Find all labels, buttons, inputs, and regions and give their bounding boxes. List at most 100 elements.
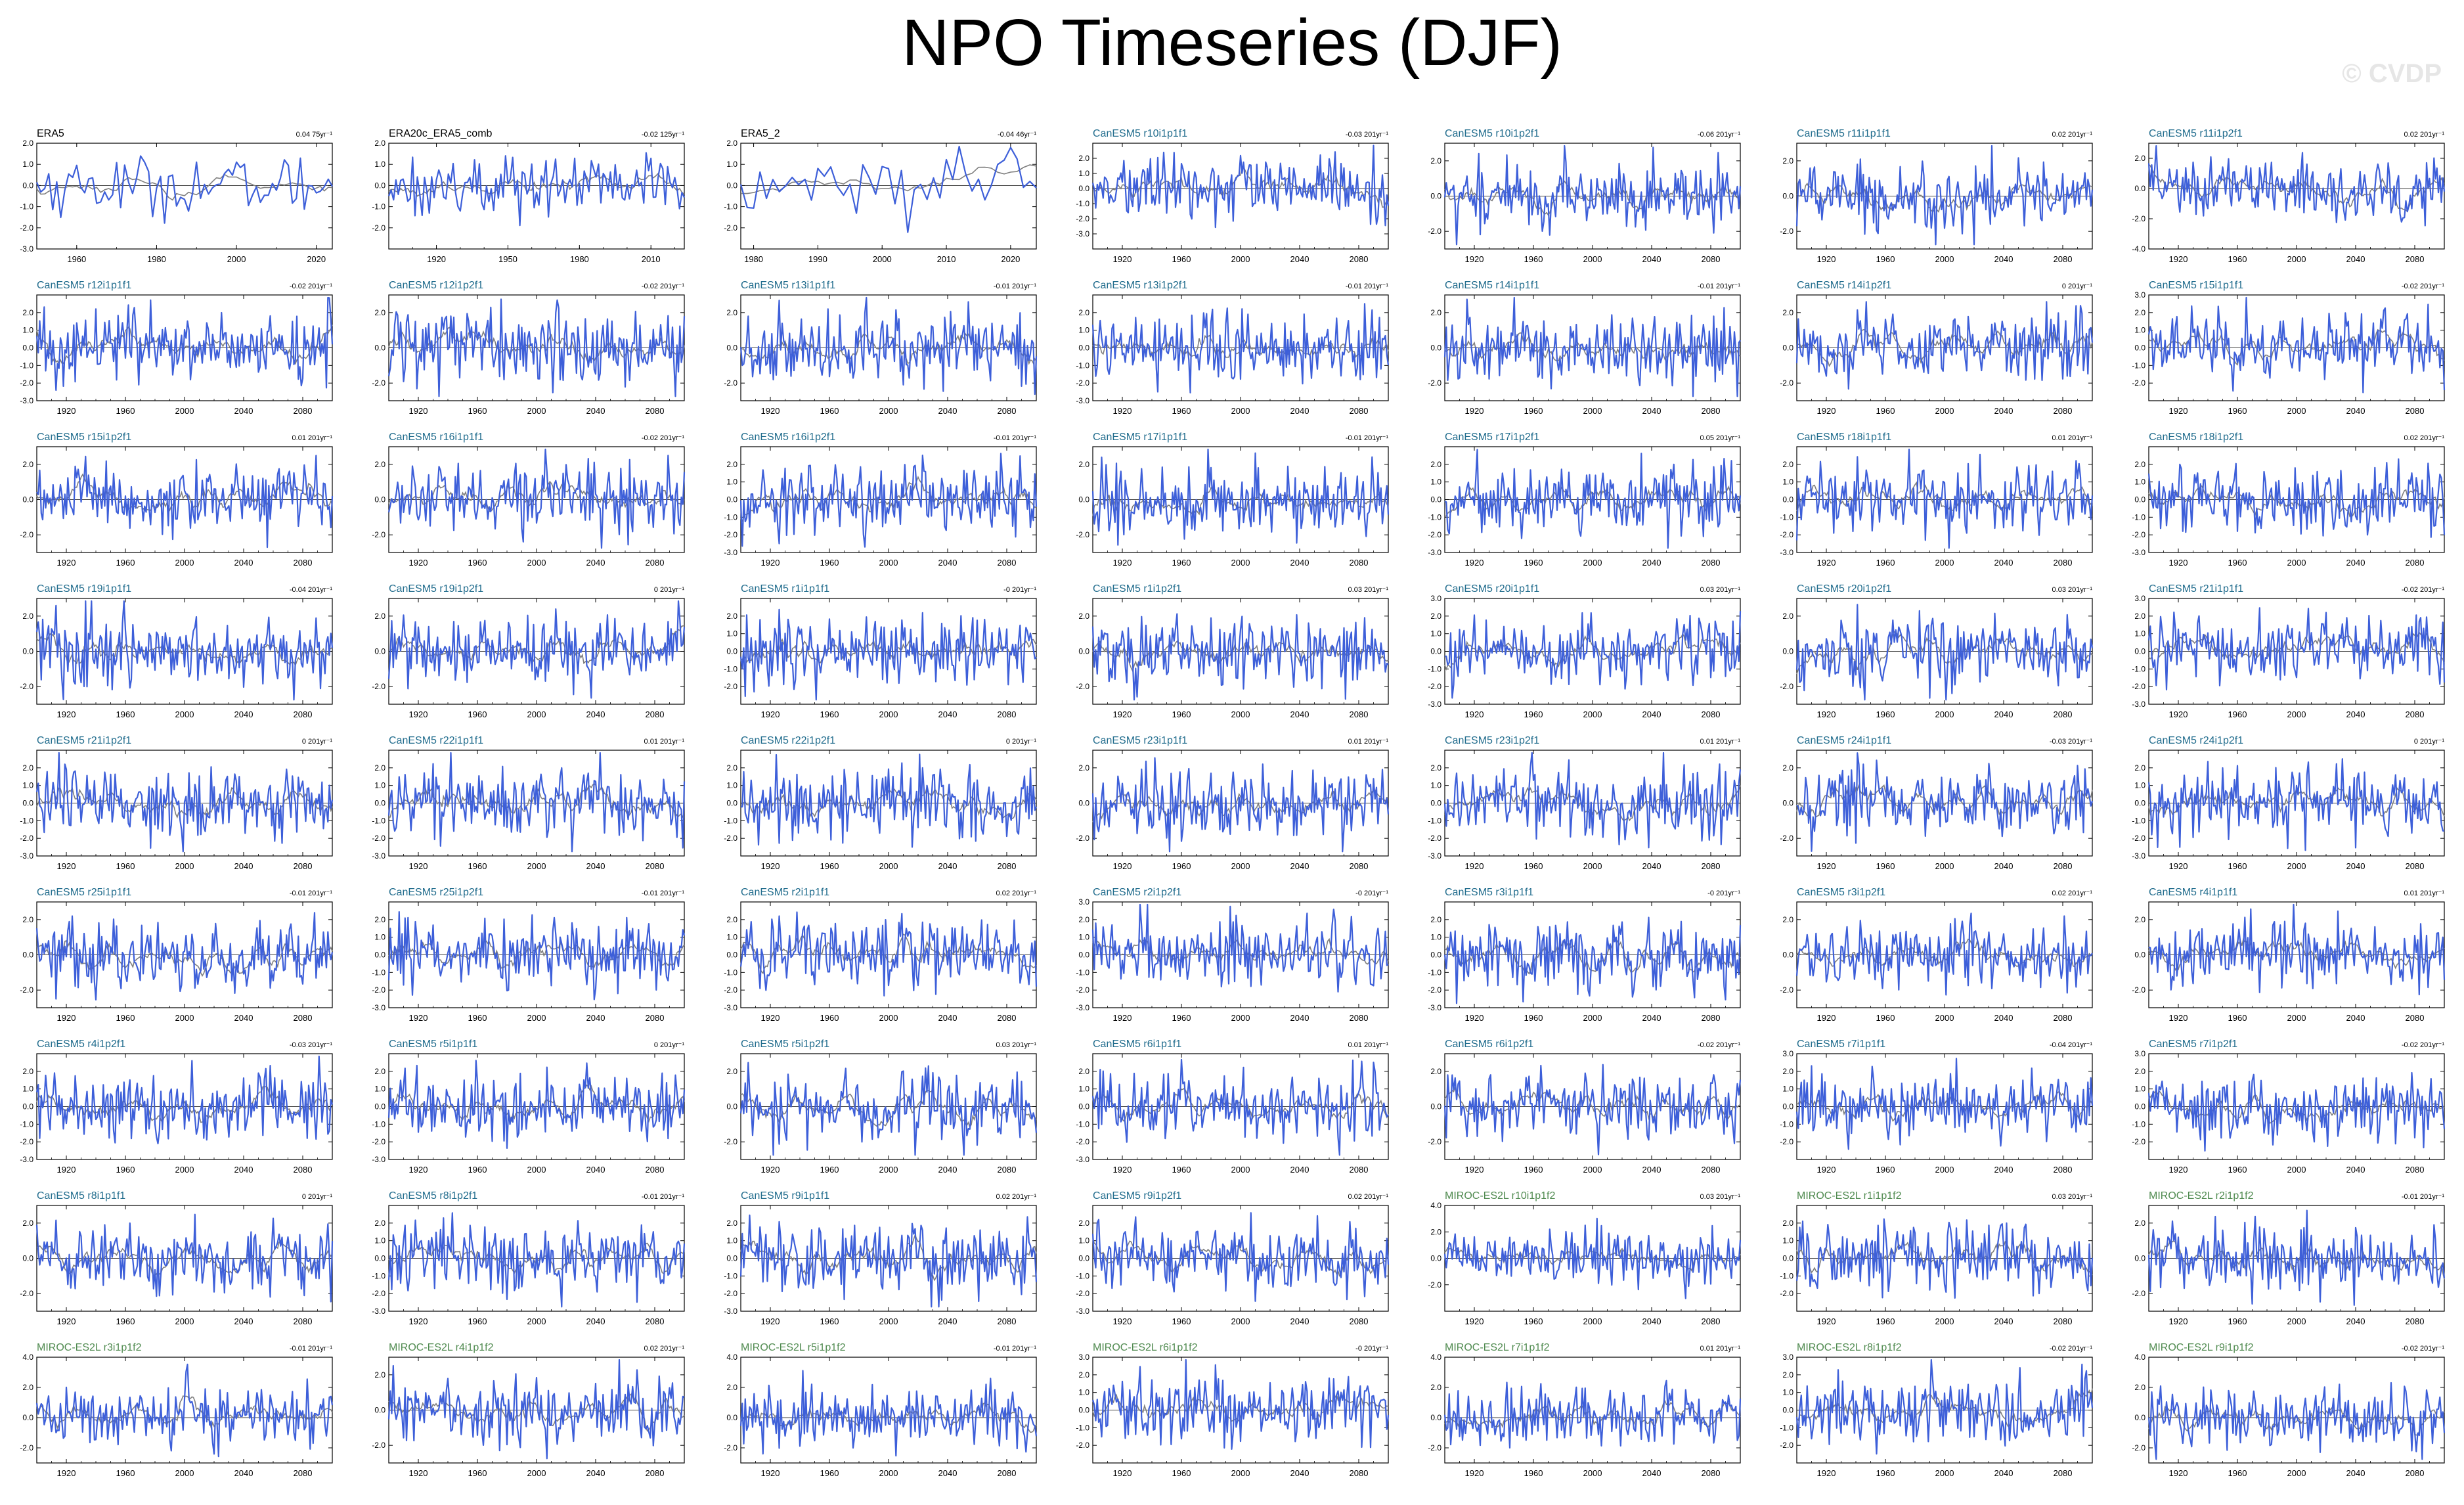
y-tick-label: -3.0 (1428, 548, 1441, 557)
x-tick-label: 2000 (1583, 861, 1602, 871)
trend-label: -0 201yr⁻¹ (1355, 889, 1388, 897)
x-tick-label: 1960 (1524, 861, 1543, 871)
x-tick-label: 1960 (1524, 1013, 1543, 1023)
y-tick-label: 2.0 (1430, 460, 1441, 469)
y-tick-label: 0.0 (1078, 344, 1089, 353)
panel-title: CanESM5 r13i1p1f1 (741, 280, 835, 291)
x-tick-label: 2080 (1350, 558, 1369, 568)
x-tick-label: 2080 (646, 1468, 665, 1478)
y-tick-label: 2.0 (1430, 308, 1441, 317)
y-tick-label: -3.0 (1076, 1307, 1089, 1316)
x-tick-label: 1920 (2169, 254, 2188, 264)
x-tick-label: 1920 (1113, 1316, 1132, 1326)
x-tick-label: 1960 (1172, 1165, 1191, 1175)
x-tick-label: 1920 (409, 1165, 428, 1175)
y-tick-label: 3.0 (2134, 594, 2145, 603)
timeseries-panel: CanESM5 r14i1p1f1 -0.01 201yr⁻¹ 2.0 0.0 -2.0… (1428, 280, 1741, 416)
y-tick-label: -3.0 (1428, 851, 1441, 861)
x-tick-label: 2040 (938, 1165, 957, 1175)
x-tick-label: 2000 (1583, 1468, 1602, 1478)
npo-series-line (739, 1062, 1038, 1156)
x-tick-label: 2040 (586, 1468, 605, 1478)
x-tick-label: 2080 (2054, 1165, 2073, 1175)
y-tick-label: 1.0 (22, 160, 33, 169)
y-tick-label: -2.0 (20, 1289, 33, 1298)
plot-frame (740, 143, 1037, 250)
timeseries-panel: CanESM5 r25i1p1f1 -0.01 201yr⁻¹ 2.0 0.0 -2.0… (20, 887, 334, 1023)
x-tick-label: 2000 (527, 709, 546, 719)
y-tick-label: -1.0 (2132, 816, 2145, 825)
npo-series-line (387, 1060, 686, 1149)
y-tick-label: 0.0 (2134, 1413, 2145, 1422)
x-tick-label: 1960 (820, 406, 839, 416)
x-tick-label: 2080 (1702, 1316, 1721, 1326)
y-tick-label: 0.0 (1430, 1254, 1441, 1263)
x-tick-label: 2080 (998, 709, 1017, 719)
x-tick-label: 2000 (527, 1468, 546, 1478)
npo-series-line (1795, 604, 2094, 701)
x-tick-label: 2040 (234, 406, 253, 416)
timeseries-panel: CanESM5 r13i1p1f1 -0.01 201yr⁻¹ 2.0 0.0 -2.0… (724, 280, 1038, 416)
npo-series-line (1795, 448, 2094, 549)
npo-series-line (387, 600, 686, 699)
npo-series-line (1091, 303, 1390, 393)
plot-frame (2148, 1357, 2445, 1464)
trend-label: -0.01 201yr⁻¹ (642, 1193, 684, 1201)
x-tick-label: 2080 (1350, 861, 1369, 871)
y-tick-label: 0.0 (1078, 495, 1089, 505)
y-tick-label: -2.0 (1780, 227, 1793, 236)
y-tick-label: 0.0 (1430, 344, 1441, 353)
x-tick-label: 1920 (409, 709, 428, 719)
x-tick-label: 2040 (938, 558, 957, 568)
npo-series-line (1091, 1359, 1390, 1450)
x-tick-label: 2040 (586, 861, 605, 871)
y-tick-label: -3.0 (20, 851, 33, 861)
y-tick-label: -3.0 (20, 1155, 33, 1164)
y-tick-label: 1.0 (22, 326, 33, 335)
y-tick-label: -2.0 (20, 1443, 33, 1452)
x-tick-label: 1960 (1876, 861, 1895, 871)
x-tick-label: 2000 (1935, 861, 1954, 871)
x-tick-label: 2040 (1994, 1013, 2013, 1023)
timeseries-panel: CanESM5 r16i1p1f1 -0.02 201yr⁻¹ 2.0 0.0 -2.0… (372, 432, 686, 568)
x-tick-label: 2080 (1702, 254, 1721, 264)
y-tick-label: -2.0 (1428, 682, 1441, 691)
trend-label: -0.01 201yr⁻¹ (994, 1345, 1036, 1353)
x-tick-label: 1960 (1524, 1468, 1543, 1478)
x-tick-label: 2040 (586, 709, 605, 719)
y-tick-label: 0.0 (22, 1102, 33, 1112)
trend-label: 0.02 201yr⁻¹ (2052, 131, 2093, 139)
x-tick-label: 2080 (998, 861, 1017, 871)
x-tick-label: 2020 (307, 254, 326, 264)
npo-series-line (35, 296, 334, 392)
y-tick-label: -1.0 (724, 512, 737, 522)
panel-title: CanESM5 r14i1p1f1 (1445, 280, 1539, 291)
y-tick-label: 2.0 (1078, 1370, 1089, 1380)
y-tick-label: 1.0 (374, 160, 385, 169)
npo-series-line (1443, 1064, 1742, 1156)
y-tick-label: -2.0 (2132, 378, 2145, 388)
x-tick-label: 2000 (1583, 709, 1602, 719)
trend-label: -0.03 201yr⁻¹ (290, 1041, 332, 1049)
x-tick-label: 1920 (1817, 709, 1836, 719)
timeseries-panel: CanESM5 r12i1p1f1 -0.02 201yr⁻¹ 2.0 1.0 0.0 -… (20, 280, 334, 416)
y-tick-label: 2.0 (374, 460, 385, 469)
x-tick-label: 1920 (1465, 1013, 1484, 1023)
y-tick-label: 0.0 (1782, 344, 1793, 353)
npo-series-line (1443, 752, 1742, 849)
x-tick-label: 1960 (820, 558, 839, 568)
x-tick-label: 2000 (879, 1468, 898, 1478)
trend-label: 0 201yr⁻¹ (654, 586, 684, 594)
x-tick-label: 2080 (2406, 1013, 2425, 1023)
y-tick-label: -1.0 (724, 202, 737, 212)
trend-label: 0.02 201yr⁻¹ (1348, 1193, 1389, 1201)
y-tick-label: 0.0 (22, 181, 33, 190)
x-tick-label: 2080 (294, 1316, 313, 1326)
y-tick-label: -1.0 (372, 202, 385, 212)
y-tick-label: 1.0 (1782, 1236, 1793, 1246)
x-tick-label: 2080 (998, 1468, 1017, 1478)
timeseries-panel: CanESM5 r7i1p1f1 -0.04 201yr⁻¹ 3.0 2.0 1.0 0.… (1780, 1039, 2094, 1175)
timeseries-panel: CanESM5 r8i1p2f1 -0.01 201yr⁻¹ 2.0 1.0 0.0 -1… (372, 1190, 686, 1326)
trend-label: -0.01 201yr⁻¹ (1346, 282, 1388, 290)
npo-series-line (387, 152, 685, 227)
